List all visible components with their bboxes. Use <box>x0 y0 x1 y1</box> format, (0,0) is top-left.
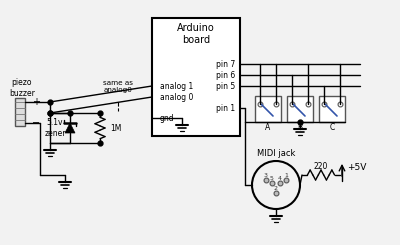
Text: 1: 1 <box>284 172 288 177</box>
Text: +: + <box>32 97 40 107</box>
Text: pin 5: pin 5 <box>216 82 235 90</box>
Text: Arduino
board: Arduino board <box>177 23 215 45</box>
Bar <box>15 98 25 126</box>
Text: pin 7: pin 7 <box>216 60 235 69</box>
Text: −: − <box>32 118 40 128</box>
Text: C: C <box>329 122 335 132</box>
Text: piezo
buzzer: piezo buzzer <box>9 78 35 98</box>
Text: analog 0: analog 0 <box>160 93 193 101</box>
Text: pin 6: pin 6 <box>216 71 235 79</box>
Text: MIDI jack: MIDI jack <box>257 148 295 158</box>
Text: 5: 5 <box>270 175 274 181</box>
Text: 1M: 1M <box>110 123 121 133</box>
Text: A: A <box>265 122 271 132</box>
Text: +5V: +5V <box>347 162 367 171</box>
Bar <box>319 96 345 122</box>
Text: 220: 220 <box>314 161 328 171</box>
Text: same as
analog0: same as analog0 <box>103 79 133 93</box>
Text: gnd: gnd <box>160 113 175 122</box>
Bar <box>287 96 313 122</box>
Text: 4: 4 <box>278 175 282 181</box>
Text: 2: 2 <box>274 185 278 191</box>
Polygon shape <box>65 123 75 133</box>
Text: B: B <box>298 122 302 132</box>
Bar <box>255 96 281 122</box>
Text: 3: 3 <box>264 172 268 177</box>
Text: analog 1: analog 1 <box>160 82 193 90</box>
Text: pin 1: pin 1 <box>216 103 235 112</box>
Text: 5.1v
zener: 5.1v zener <box>44 118 66 138</box>
Bar <box>152 18 240 136</box>
